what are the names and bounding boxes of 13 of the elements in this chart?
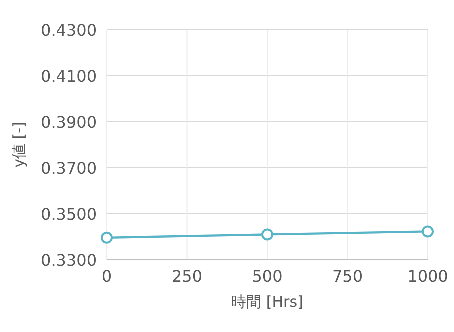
x-tick-label: 500 bbox=[252, 267, 283, 286]
x-tick-label: 250 bbox=[172, 267, 203, 286]
x-tick-label: 1000 bbox=[408, 267, 448, 286]
y-tick-label: 0.3700 bbox=[41, 159, 97, 178]
x-tick-label: 750 bbox=[332, 267, 364, 286]
y-axis-title: y値 [-] bbox=[10, 122, 28, 168]
y-tick-label: 0.3500 bbox=[41, 205, 97, 224]
x-axis-title: 時間 [Hrs] bbox=[232, 293, 304, 311]
y-tick-label: 0.4300 bbox=[41, 21, 97, 40]
y-tick-label: 0.4100 bbox=[41, 67, 97, 86]
x-tick-label: 0 bbox=[102, 267, 112, 286]
y-tick-label: 0.3900 bbox=[41, 113, 97, 132]
y-tick-label: 0.3300 bbox=[41, 251, 97, 270]
